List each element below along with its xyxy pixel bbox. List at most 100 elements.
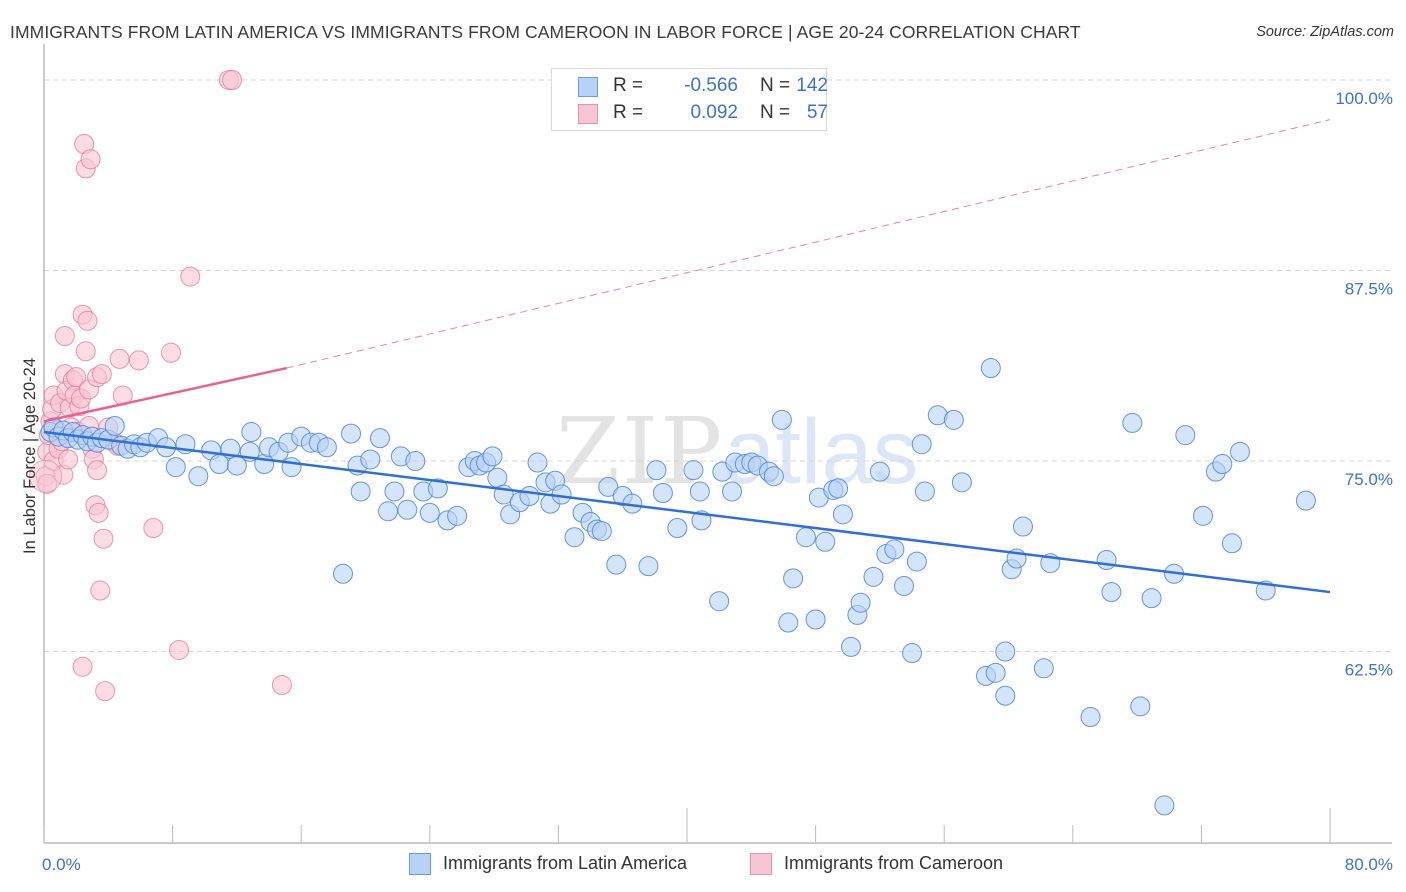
latin-america-point [1012,516,1033,537]
y-axis-title: In Labor Force | Age 20-24 [21,358,39,554]
latin-america-point [884,539,905,560]
r-label: R = [613,102,644,123]
latin-america-swatch [409,853,431,875]
chart-title: IMMIGRANTS FROM LATIN AMERICA VS IMMIGRA… [10,22,1081,42]
latin-america-point [1101,582,1122,603]
latin-america-point [341,423,362,444]
cameroon-point [66,367,87,388]
cameroon-point [87,460,108,481]
latin-america-point [863,566,884,587]
r-label: R = [613,75,644,96]
cameroon-point [160,342,181,363]
latin-america-point [519,486,540,507]
latin-america-swatch [578,77,598,97]
latin-america-point [1221,533,1242,554]
latin-america-point [606,554,627,575]
latin-america-point [378,501,399,522]
latin-america-point [360,449,381,470]
latin-america-point [527,452,548,473]
latin-america-point [350,481,371,502]
source-label: Source: ZipAtlas.com [1256,24,1394,40]
latin-america-point [914,481,935,502]
cameroon-point [95,681,116,702]
latin-america-point [1080,707,1101,728]
cameroon-point [143,518,164,539]
trend-lines [43,119,1331,594]
n-value: 57 [806,102,828,123]
cameroon-point [169,639,190,660]
latin-america-point [995,641,1016,662]
cameroon-swatch [578,104,598,124]
y-tick-label: 75.0% [1345,470,1393,489]
latin-america-point [1212,454,1233,475]
latin-america-point [943,409,964,430]
latin-america-point [778,612,799,633]
latin-america-point [104,415,125,436]
latin-america-point [840,636,861,657]
grid-lines [44,79,1392,652]
cameroon-point [91,364,112,385]
cameroon-point [93,528,114,549]
latin-america-point [832,504,853,525]
latin-america-point [850,592,871,613]
r-value: 0.092 [690,102,738,123]
correlation-legend: R = -0.566 N = 142 R = 0.092 N = 57 [551,68,828,131]
latin-america-point [564,527,585,548]
legend-label: Immigrants from Cameroon [784,853,1004,873]
n-value: 142 [796,75,828,96]
cameroon-point [58,449,79,470]
latin-america-point [332,563,353,584]
latin-america-point [1033,658,1054,679]
cameroon-point [222,70,243,90]
latin-america-point [1154,795,1175,816]
latin-america-point [951,472,972,493]
latin-america-point [980,358,1001,379]
latin-america-point [482,446,503,467]
latin-america-point [646,460,667,481]
latin-america-point [281,457,302,478]
latin-america-point [369,428,390,449]
x-tick-label: 0.0% [42,855,81,874]
latin-america-point [188,466,209,487]
latin-america-point [815,531,836,552]
cameroon-point [180,266,201,287]
cameroon-points [29,70,292,702]
cameroon-point [80,149,101,170]
latin-america-point [591,521,612,542]
latin-america-point [906,551,927,572]
cameroon-point [75,341,96,362]
cameroon-swatch [750,853,772,875]
series-legend: Immigrants from Latin America Immigrants… [0,852,1406,878]
latin-america-trend-line [43,430,1331,594]
latin-america-point [985,662,1006,683]
latin-america-point [771,409,792,430]
x-tick-label: 80.0% [1345,855,1393,874]
latin-america-point [828,478,849,499]
legend-label: Immigrants from Latin America [443,853,688,873]
latin-america-point [689,481,710,502]
latin-america-point [638,556,659,577]
cameroon-point [109,348,130,369]
latin-america-point [165,457,186,478]
cameroon-trend-extension [286,119,1331,369]
latin-america-point [598,476,619,497]
cameroon-point [77,310,98,331]
latin-america-point [783,568,804,589]
latin-america-points [40,358,1316,816]
cameroon-point [54,326,75,347]
latin-america-point [911,434,932,455]
y-tick-label: 100.0% [1335,89,1393,108]
latin-america-point [652,483,673,504]
latin-america-point [995,685,1016,706]
cameroon-trend-line [43,366,288,423]
cameroon-point [72,656,93,677]
latin-america-point [419,502,440,523]
latin-america-point [1096,550,1117,571]
latin-america-point [709,591,730,612]
latin-america-point [316,437,337,458]
latin-america-point [427,478,448,499]
latin-america-point [241,422,262,443]
tick-labels: 62.5% 75.0% 87.5% 100.0% 0.0% 80.0% In Labor F… [21,89,1393,874]
latin-america-point [683,460,704,481]
latin-america-point [722,481,743,502]
